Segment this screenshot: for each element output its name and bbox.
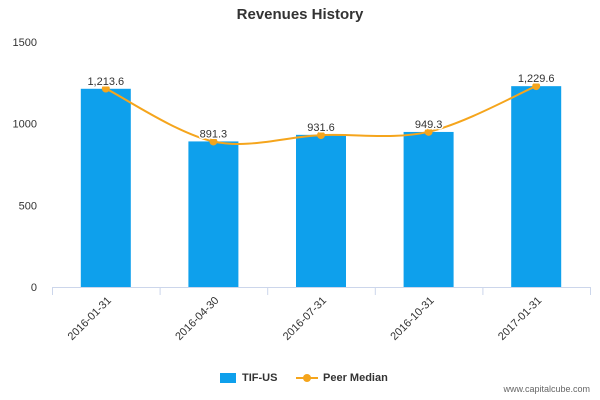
legend-item-series-2[interactable]: Peer Median [296,372,388,384]
x-tick-label: 2017-01-31 [496,295,544,343]
x-tick-label: 2016-10-31 [388,295,436,343]
legend-item-series-1[interactable]: TIF-US [220,372,277,384]
legend-bar-swatch [220,373,236,383]
bar [511,86,562,287]
bar-data-label: 949.3 [415,119,443,131]
bar-data-label: 891.3 [200,128,228,140]
peer-median-point [424,127,433,136]
x-tick-label: 2016-01-31 [66,295,114,343]
bar-data-label: 1,229.6 [518,73,555,85]
chart-title: Revenues History [236,6,364,23]
peer-median-point [209,137,218,146]
legend: TIF-US Peer Median [0,372,600,390]
bar-data-label: 1,213.6 [87,76,124,88]
bar [188,141,239,287]
peer-median-point [532,82,541,91]
peer-median-point [317,131,325,140]
y-tick-label: 500 [19,200,37,212]
legend-line-swatch [296,373,318,383]
peer-median-point [101,84,110,93]
x-tick-label: 2016-07-31 [281,295,329,343]
bar [80,88,131,288]
x-tick-label: 2016-04-30 [173,295,221,343]
bar [296,134,346,287]
legend-label: Peer Median [323,372,388,384]
legend-label: TIF-US [242,372,278,384]
bar [403,131,454,287]
bar-data-label: 931.6 [307,122,335,134]
y-tick-label: 1500 [13,37,37,49]
watermark: www.capitalcube.com [503,384,590,394]
y-tick-label: 1000 [13,119,37,131]
y-tick-label: 0 [31,282,37,294]
